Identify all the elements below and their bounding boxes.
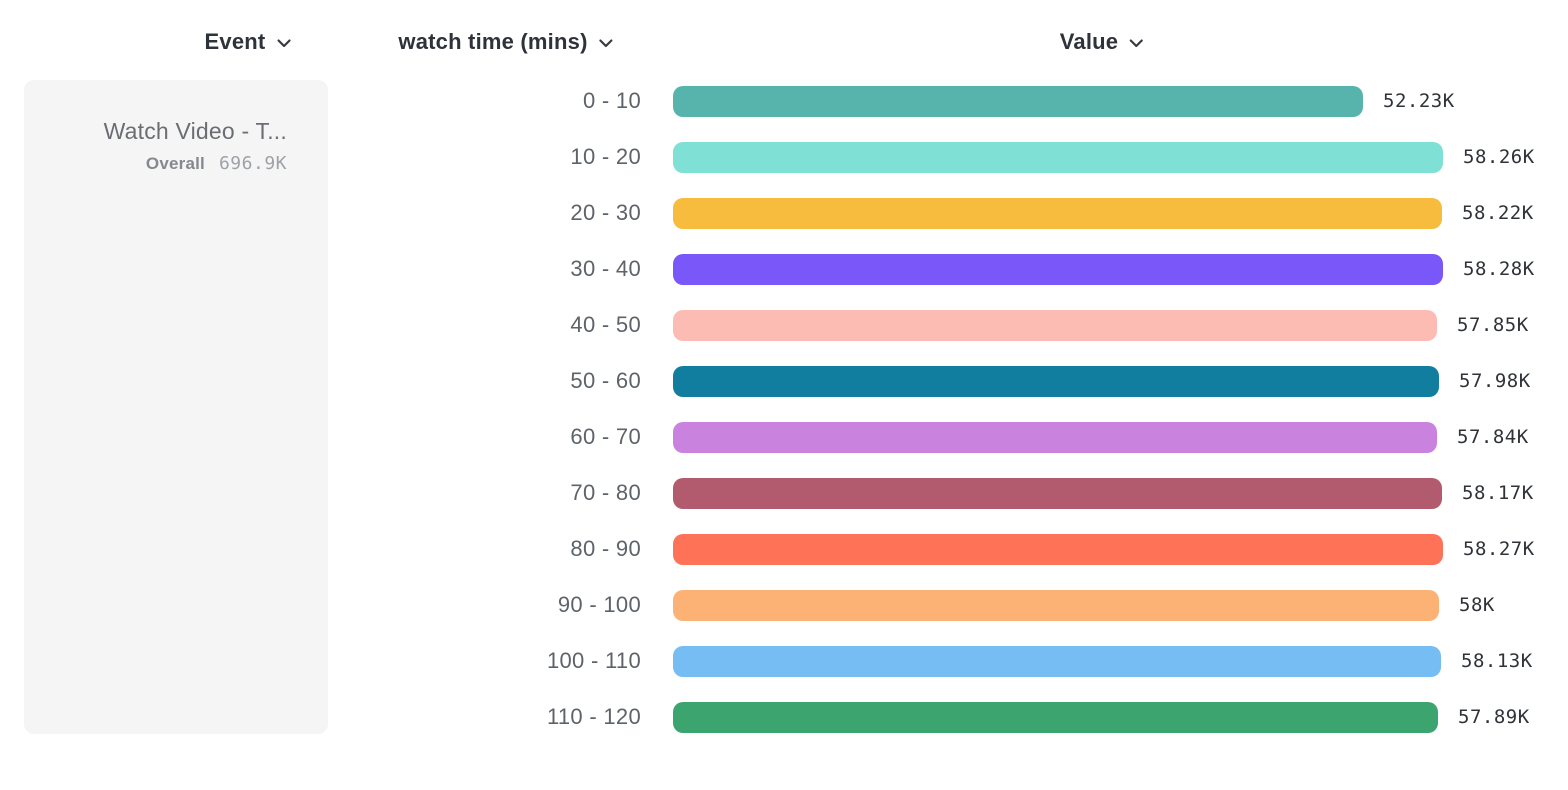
chart-row: 80 - 90 58.27K bbox=[360, 521, 1560, 577]
bar-value: 57.98K bbox=[1459, 370, 1531, 392]
chart-row: 50 - 60 57.98K bbox=[360, 353, 1560, 409]
bin-label: 10 - 20 bbox=[570, 144, 641, 169]
bar-segment[interactable] bbox=[673, 589, 1439, 621]
bar-segment[interactable] bbox=[673, 309, 1437, 341]
breakdown-column-label: watch time (mins) bbox=[398, 29, 588, 54]
bin-label: 90 - 100 bbox=[557, 592, 641, 617]
bar-segment[interactable] bbox=[673, 365, 1439, 397]
event-column-dropdown[interactable]: Event bbox=[205, 22, 292, 62]
chart-row: 20 - 30 58.22K bbox=[360, 185, 1560, 241]
bar-segment[interactable] bbox=[673, 477, 1442, 509]
bar-value: 57.89K bbox=[1458, 706, 1530, 728]
bin-label: 100 - 110 bbox=[546, 648, 641, 673]
bin-label: 40 - 50 bbox=[570, 312, 641, 337]
bar-segment[interactable] bbox=[673, 533, 1443, 565]
bar-segment[interactable] bbox=[673, 701, 1438, 733]
value-column-dropdown[interactable]: Value bbox=[1060, 22, 1144, 62]
bar-value: 57.85K bbox=[1457, 314, 1529, 336]
bar-value: 52.23K bbox=[1383, 90, 1455, 112]
bar-segment[interactable] bbox=[673, 197, 1442, 229]
bin-label: 0 - 10 bbox=[582, 88, 641, 113]
bar-value: 58K bbox=[1459, 594, 1495, 616]
chart-row: 40 - 50 57.85K bbox=[360, 297, 1560, 353]
bin-label: 20 - 30 bbox=[570, 200, 641, 225]
bar-segment[interactable] bbox=[673, 645, 1441, 677]
bar-value: 58.27K bbox=[1463, 538, 1535, 560]
bar-segment[interactable] bbox=[673, 421, 1437, 453]
bin-label: 30 - 40 bbox=[570, 256, 641, 281]
bin-label: 80 - 90 bbox=[570, 536, 641, 561]
overall-value: 696.9K bbox=[218, 153, 287, 174]
event-row-card[interactable]: Watch Video - T... Overall 696.9K bbox=[24, 80, 328, 734]
bar-segment[interactable] bbox=[673, 141, 1443, 173]
bar-segment[interactable] bbox=[673, 253, 1443, 285]
chart-row: 70 - 80 58.17K bbox=[360, 465, 1560, 521]
chart-row: 110 - 120 57.89K bbox=[360, 689, 1560, 745]
bin-label: 60 - 70 bbox=[570, 424, 641, 449]
bin-label: 70 - 80 bbox=[570, 480, 641, 505]
overall-line: Overall 696.9K bbox=[24, 153, 287, 174]
bar-value: 57.84K bbox=[1457, 426, 1529, 448]
event-name: Watch Video - T... bbox=[103, 118, 287, 144]
watch-time-bar-chart: 0 - 10 52.23K 10 - 20 58.26K 20 - 30 58.22K 30… bbox=[360, 73, 1560, 745]
chart-row: 90 - 100 58K bbox=[360, 577, 1560, 633]
bar-value: 58.22K bbox=[1462, 202, 1534, 224]
chevron-down-icon bbox=[276, 38, 291, 49]
bar-segment[interactable] bbox=[673, 85, 1363, 117]
overall-label: Overall bbox=[145, 154, 205, 173]
bar-value: 58.13K bbox=[1461, 650, 1533, 672]
chart-row: 10 - 20 58.26K bbox=[360, 129, 1560, 185]
chevron-down-icon bbox=[1129, 38, 1144, 49]
bar-value: 58.26K bbox=[1463, 146, 1535, 168]
bin-label: 50 - 60 bbox=[570, 368, 641, 393]
chart-row: 30 - 40 58.28K bbox=[360, 241, 1560, 297]
chevron-down-icon bbox=[599, 38, 614, 49]
bar-value: 58.17K bbox=[1462, 482, 1534, 504]
chart-row: 100 - 110 58.13K bbox=[360, 633, 1560, 689]
chart-row: 60 - 70 57.84K bbox=[360, 409, 1560, 465]
chart-row: 0 - 10 52.23K bbox=[360, 73, 1560, 129]
event-column-label: Event bbox=[204, 29, 266, 54]
breakdown-column-dropdown[interactable]: watch time (mins) bbox=[398, 22, 613, 62]
bar-value: 58.28K bbox=[1463, 258, 1535, 280]
bin-label: 110 - 120 bbox=[546, 704, 641, 729]
value-column-label: Value bbox=[1059, 29, 1119, 54]
